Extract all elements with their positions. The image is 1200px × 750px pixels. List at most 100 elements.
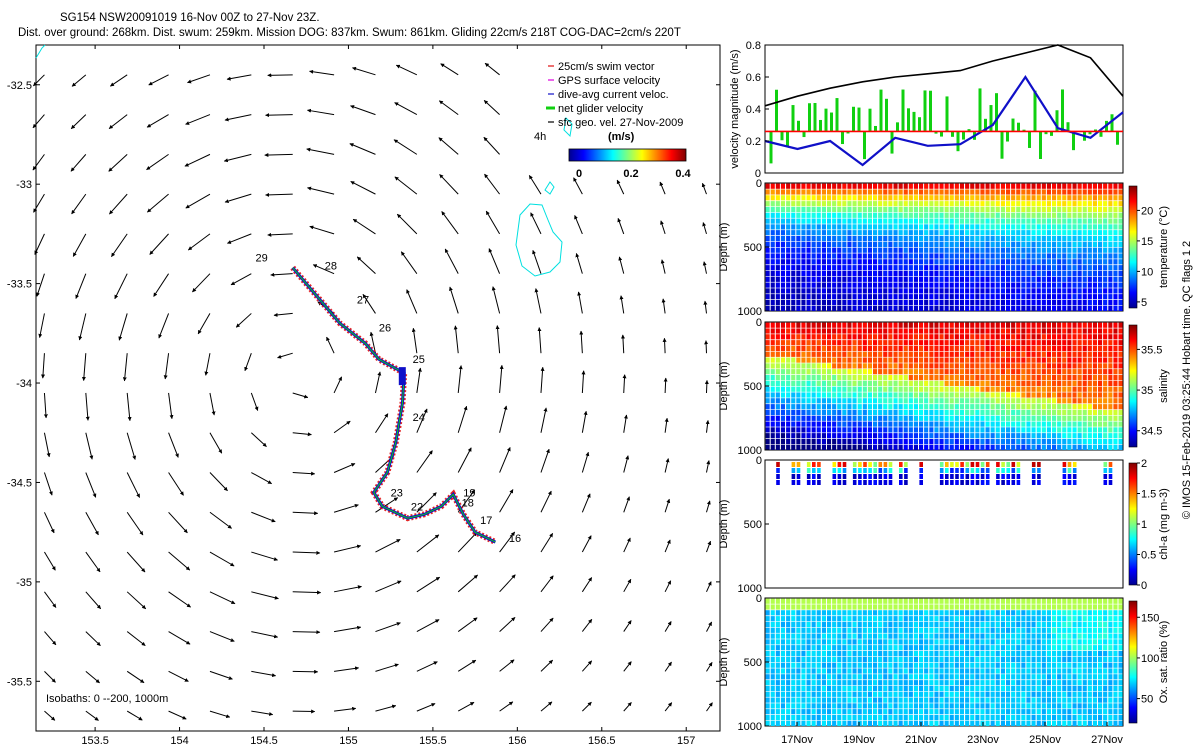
section-cell [888, 375, 893, 381]
section-cell [1026, 633, 1031, 639]
section-cell [970, 720, 975, 726]
section-cell [1036, 685, 1041, 692]
section-cell [990, 415, 995, 421]
section-cell [811, 183, 816, 189]
section-cell [898, 195, 903, 201]
geo-velocity-arrow [267, 232, 293, 237]
section-cell [944, 282, 949, 288]
section-cell [878, 305, 883, 311]
geo-velocity-arrow [41, 353, 46, 379]
section-cell [832, 241, 837, 247]
geo-velocity-arrow [226, 74, 252, 81]
section-cell [980, 224, 985, 230]
section-colorbar [1128, 462, 1138, 586]
section-cell [816, 616, 821, 622]
section-cell [786, 668, 791, 674]
section-cell [1026, 253, 1031, 259]
section-cell [1036, 415, 1041, 421]
geo-velocity-arrow [706, 581, 712, 593]
section-cell [780, 241, 785, 247]
section-cell [816, 375, 821, 381]
section-cell [842, 351, 847, 357]
section-cell [990, 276, 995, 282]
section-cell [919, 195, 924, 201]
section-cell [893, 598, 898, 604]
section-cell [1026, 604, 1031, 610]
section-cell [939, 375, 944, 381]
geo-velocity-arrow [209, 591, 236, 605]
section-cell [786, 621, 791, 628]
section-cell [1011, 409, 1016, 416]
chl-cell [980, 474, 985, 479]
section-cell [888, 715, 893, 721]
section-cell [990, 183, 995, 189]
section-cell [811, 345, 816, 352]
section-cell [903, 241, 908, 247]
section-cell [852, 621, 857, 628]
section-cell [908, 709, 913, 715]
section-cell [852, 633, 857, 639]
section-cell [873, 247, 878, 253]
section-cell [1052, 195, 1057, 201]
section-cell [898, 183, 903, 189]
section-cell [1092, 189, 1097, 195]
section-cell [791, 259, 796, 265]
section-cell [995, 715, 1000, 721]
chl-cell [796, 474, 801, 479]
section-cell [1108, 398, 1113, 404]
section-cell [898, 201, 903, 207]
chl-cell [873, 480, 877, 485]
section-cell [837, 259, 842, 265]
section-cell [827, 674, 832, 680]
section-cell [919, 645, 924, 651]
section-cell [954, 691, 959, 697]
section-cell [1046, 218, 1051, 224]
section-cell [1046, 259, 1051, 265]
chl-cell [899, 468, 903, 473]
section-cell [949, 680, 954, 686]
section-cell [980, 651, 985, 657]
section-cell [1072, 265, 1077, 271]
section-cell [954, 276, 959, 282]
section-cell [1052, 334, 1057, 340]
chl-cell [883, 474, 888, 479]
chl-cell [1006, 474, 1010, 479]
section-cell [1046, 633, 1051, 639]
section-cell [847, 421, 852, 427]
section-cell [806, 668, 811, 674]
section-cell [903, 375, 908, 381]
section-cell [1092, 224, 1097, 230]
section-cell [832, 334, 837, 340]
section-cell [780, 386, 785, 392]
section-cell [985, 259, 990, 265]
section-cell [786, 224, 791, 230]
section-cell [929, 218, 934, 224]
section-cell [1041, 328, 1046, 334]
section-cell [929, 680, 934, 686]
section-cell [1026, 639, 1031, 645]
section-cell [1118, 415, 1123, 421]
geo-velocity-arrow [622, 374, 627, 393]
section-cell [852, 680, 857, 686]
section-cell [811, 253, 816, 259]
section-cell [965, 294, 970, 300]
section-cell [985, 218, 990, 224]
section-cell [1046, 680, 1051, 686]
section-cell [970, 351, 975, 357]
section-cell [949, 616, 954, 622]
section-cell [832, 380, 837, 386]
section-cell [990, 633, 995, 639]
section-cell [975, 282, 980, 288]
map-colorbar-ticks: 0 0.2 0.4 [576, 168, 692, 180]
section-cell [1000, 444, 1005, 450]
section-cell [980, 668, 985, 674]
section-cell [806, 685, 811, 692]
section-cell [924, 276, 929, 282]
section-cell [924, 282, 929, 288]
section-cell [857, 691, 862, 697]
section-cell [1052, 616, 1057, 622]
section-cell [1046, 444, 1051, 450]
section-cell [913, 627, 918, 633]
section-cell [898, 322, 903, 328]
section-cell [857, 322, 862, 328]
